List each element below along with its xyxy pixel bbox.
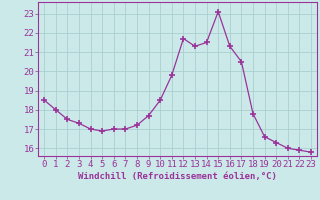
X-axis label: Windchill (Refroidissement éolien,°C): Windchill (Refroidissement éolien,°C) <box>78 172 277 181</box>
